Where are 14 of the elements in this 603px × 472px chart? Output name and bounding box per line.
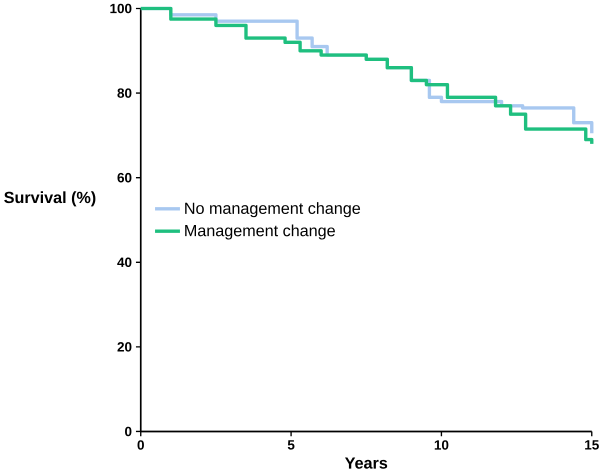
x-tick-label: 10: [434, 440, 448, 450]
y-tick-label: 20: [117, 342, 132, 352]
y-tick-label: 80: [117, 88, 132, 98]
y-tick-label: 0: [125, 426, 132, 436]
y-tick-label: 60: [118, 172, 132, 182]
y-tick-label: 100: [110, 4, 132, 14]
x-tick-label: 5: [288, 440, 294, 450]
x-axis-title: Years: [344, 457, 388, 468]
x-tick-label: 0: [138, 440, 144, 450]
x-tick-label: 15: [585, 440, 599, 450]
legend-label: No management change: [185, 202, 360, 217]
y-axis-title: Survival (%): [4, 191, 96, 206]
y-tick-label: 40: [117, 257, 132, 267]
legend-label: Management change: [185, 224, 335, 240]
